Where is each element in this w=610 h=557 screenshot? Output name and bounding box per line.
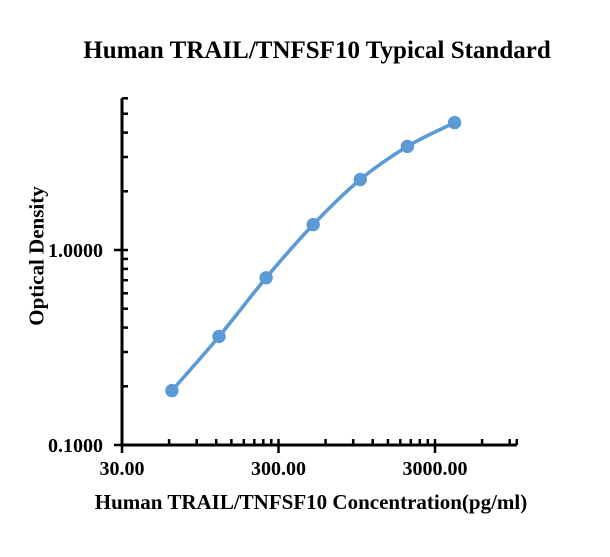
x-axis-title: Human TRAIL/TNFSF10 Concentration(pg/ml)	[94, 490, 528, 514]
x-tick-label: 30.00	[100, 458, 145, 480]
data-point-marker	[306, 217, 320, 232]
data-point-marker	[259, 271, 273, 285]
y-tick-label: 1.0000	[48, 240, 103, 262]
standard-curve-line	[170, 120, 457, 393]
x-tick-label: 300.00	[251, 458, 306, 480]
x-tick-label: 3000.00	[403, 458, 468, 480]
chart-title: Human TRAIL/TNFSF10 Typical Standard	[83, 37, 551, 64]
data-point-marker	[212, 329, 226, 344]
data-point-marker	[447, 115, 462, 130]
data-point-marker	[165, 383, 179, 398]
data-point-marker	[353, 172, 367, 187]
data-point-marker	[400, 139, 415, 154]
y-tick-label: 0.1000	[48, 435, 103, 457]
